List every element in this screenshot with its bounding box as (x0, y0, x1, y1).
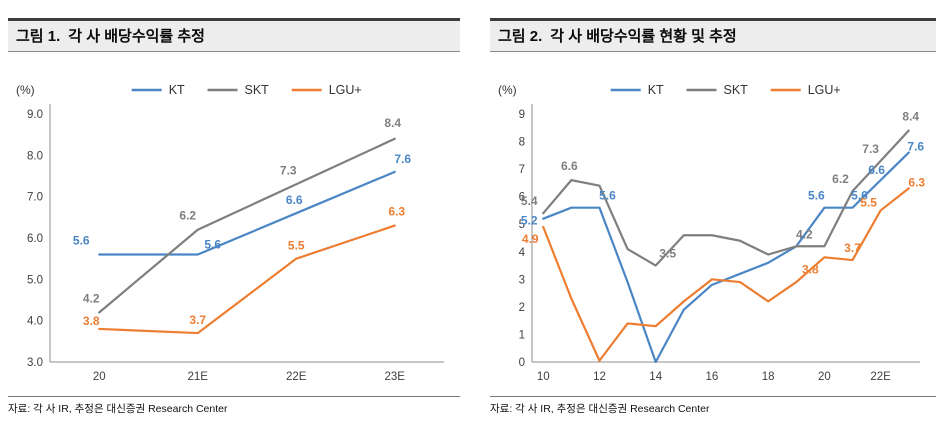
data-point-label: 3.8 (802, 262, 819, 276)
data-point-label: 7.3 (862, 142, 879, 156)
x-tick-label: 18 (762, 371, 775, 383)
data-point-label: 3.5 (659, 247, 676, 261)
x-tick-label: 12 (593, 371, 606, 383)
figure-1-chart-canvas: 3.0 4.0 5.0 6.0 7.0 8.0 9.0 20 21E 22E 23E (%) 5.6 5.… (16, 83, 444, 383)
y-tick-label: 3 (519, 274, 525, 286)
legend-label-skt: SKT (245, 83, 270, 97)
y-tick-label: 5 (519, 219, 525, 231)
y-tick-label: 2 (519, 302, 525, 314)
y-tick-label: 8 (519, 137, 525, 149)
data-point-label: 6.3 (908, 175, 925, 189)
lguplus-line-series (98, 224, 396, 335)
data-point-label: 7.3 (280, 163, 297, 177)
figure-2-header: 그림 2. 각 사 배당수익률 현황 및 추정 (490, 18, 936, 52)
legend-label-skt: SKT (724, 83, 749, 97)
data-point-label: 5.5 (860, 195, 877, 209)
x-tick-label: 20 (93, 371, 106, 383)
x-tick-label: 22E (286, 371, 307, 383)
data-point-label: 8.4 (902, 110, 919, 124)
y-tick-label: 0 (519, 357, 525, 369)
report-figures-section: 그림 1. 각 사 배당수익률 추정 3.0 4.0 5.0 6.0 7.0 8.0 9.0… (8, 18, 936, 416)
y-tick-label: 3.0 (27, 357, 43, 369)
data-point-label: 4.2 (796, 227, 813, 241)
x-tick-label: 20 (818, 371, 831, 383)
data-point-label: 8.4 (384, 116, 401, 130)
figure-1-chart-area: 3.0 4.0 5.0 6.0 7.0 8.0 9.0 20 21E 22E 23E (%) 5.6 5.… (8, 52, 460, 394)
legend-label-kt: KT (169, 83, 185, 97)
y-axis-unit-label: (%) (16, 83, 35, 97)
data-point-label: 6.3 (388, 205, 405, 219)
figure-1-panel: 그림 1. 각 사 배당수익률 추정 3.0 4.0 5.0 6.0 7.0 8.0 9.0… (8, 18, 460, 416)
figure-1-title: 각 사 배당수익률 추정 (68, 28, 205, 45)
x-tick-label: 21E (188, 371, 209, 383)
x-tick-label: 16 (706, 371, 719, 383)
data-point-label: 5.2 (521, 214, 538, 228)
data-point-label: 3.7 (844, 241, 861, 255)
data-point-label: 6.6 (286, 193, 303, 207)
figure-2-chart-area: 0 1 2 3 4 5 6 7 8 9 10 12 14 16 18 20 22E (%) 5.2 5.6 5.6 5.6… (490, 52, 936, 394)
figure-1-number: 그림 1. (16, 28, 61, 45)
data-point-label: 4.2 (83, 291, 100, 305)
y-tick-label: 7 (519, 164, 525, 176)
figure-2-panel: 그림 2. 각 사 배당수익률 현황 및 추정 0 1 2 3 4 5 6 7 8 9 10 12 14… (490, 18, 936, 416)
y-tick-label: 9.0 (27, 109, 43, 121)
data-point-label: 6.2 (179, 209, 196, 223)
y-tick-label: 7.0 (27, 192, 43, 204)
legend-label-lguplus: LGU+ (808, 83, 841, 97)
data-point-label: 6.6 (561, 159, 578, 173)
figure-2-source: 자료: 각 사 IR, 추정은 대신증권 Research Center (490, 396, 936, 416)
figure-2-title: 각 사 배당수익률 현황 및 추정 (550, 28, 737, 45)
data-point-label: 3.8 (83, 314, 100, 328)
legend-label-kt: KT (648, 83, 664, 97)
kt-line-series (98, 170, 396, 256)
legend-label-lguplus: LGU+ (329, 83, 362, 97)
y-tick-label: 4.0 (27, 316, 43, 328)
x-tick-label: 23E (385, 371, 406, 383)
y-tick-label: 6 (519, 192, 525, 204)
figure-1-source: 자료: 각 사 IR, 추정은 대신증권 Research Center (8, 396, 460, 416)
y-tick-label: 8.0 (27, 150, 43, 162)
data-point-label: 5.6 (73, 234, 90, 248)
skt-line-series (98, 137, 396, 314)
y-tick-label: 1 (519, 329, 525, 341)
data-point-label: 5.6 (204, 238, 221, 252)
data-point-label: 5.5 (288, 239, 305, 253)
data-point-label: 7.6 (907, 140, 924, 154)
x-tick-label: 22E (870, 371, 891, 383)
figure-2-number: 그림 2. (498, 28, 543, 45)
y-tick-label: 9 (519, 109, 525, 121)
data-point-label: 3.7 (189, 313, 206, 327)
y-axis-unit-label: (%) (498, 83, 517, 97)
data-point-label: 6.6 (868, 163, 885, 177)
y-tick-label: 5.0 (27, 274, 43, 286)
data-point-label: 5.6 (599, 189, 616, 203)
y-tick-label: 4 (519, 247, 526, 259)
data-point-label: 5.6 (808, 189, 825, 203)
data-point-label: 4.9 (522, 232, 539, 246)
data-point-label: 5.4 (521, 194, 538, 208)
lguplus-line-series (542, 187, 910, 362)
skt-line-series (542, 129, 910, 267)
x-tick-label: 10 (537, 371, 550, 383)
data-point-label: 7.6 (394, 152, 411, 166)
data-point-label: 5.6 (851, 189, 868, 203)
data-point-label: 6.2 (832, 172, 849, 186)
x-tick-label: 14 (649, 371, 662, 383)
kt-line-series (542, 151, 910, 364)
figure-1-header: 그림 1. 각 사 배당수익률 추정 (8, 18, 460, 52)
y-tick-label: 6.0 (27, 233, 43, 245)
